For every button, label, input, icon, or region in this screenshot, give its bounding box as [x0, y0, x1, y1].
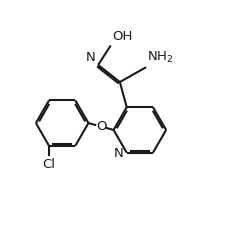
Text: N: N	[86, 51, 96, 64]
Text: O: O	[96, 120, 106, 133]
Text: NH$_2$: NH$_2$	[147, 50, 174, 65]
Text: N: N	[114, 147, 124, 160]
Text: OH: OH	[112, 30, 132, 43]
Text: Cl: Cl	[43, 158, 55, 171]
